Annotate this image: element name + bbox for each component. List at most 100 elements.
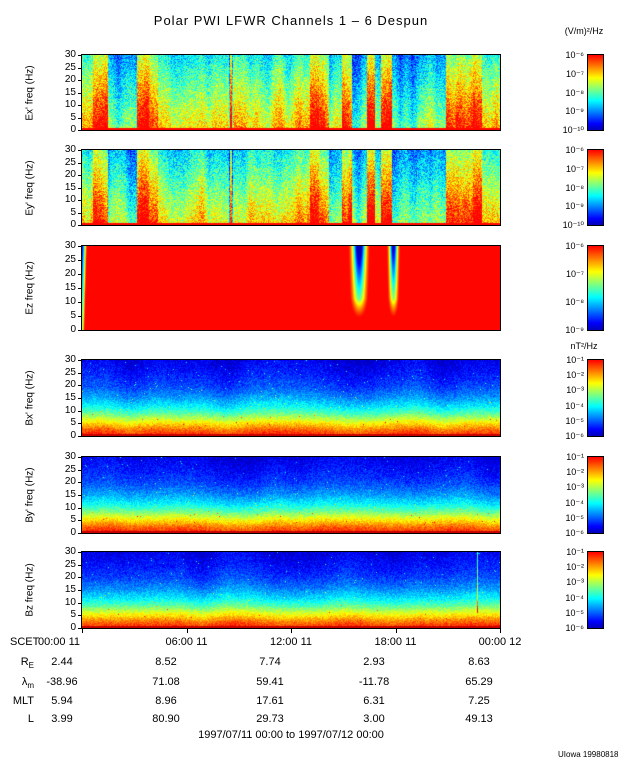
colorbar-tick-label: 10⁻¹ [566, 452, 584, 462]
freq-tick-label: 10 [64, 194, 76, 205]
colorbar-tick-label: 10⁻⁹ [565, 106, 584, 117]
colorbar-tick-label: 10⁻⁴ [565, 592, 584, 603]
bz-spectrogram-canvas [81, 551, 501, 629]
freq-tick-label: 5 [70, 514, 76, 526]
freq-tick-label: 25 [64, 366, 76, 378]
ephemeris-value: 3.99 [51, 713, 73, 725]
ephemeris-value: 8.96 [155, 695, 177, 707]
colorbar-tick-label: 10⁻³ [566, 385, 584, 396]
freq-tick-label: 10 [64, 99, 76, 110]
ephemeris-row-label-main: λ [21, 676, 28, 688]
ephemeris-value: 65.29 [465, 676, 493, 688]
by-colorbar [587, 456, 604, 534]
freq-tick-label: 5 [70, 609, 76, 621]
ephemeris-value: 2.44 [51, 656, 73, 668]
ephemeris-row-label-sub: E [28, 661, 34, 671]
ey-spectrogram-canvas [81, 149, 501, 226]
freq-tick-mark [78, 398, 82, 399]
ephemeris-value: 29.73 [256, 713, 284, 725]
freq-tick-mark [78, 92, 82, 94]
freq-tick-label: 25 [64, 463, 76, 475]
ephemeris-value: 49.13 [465, 713, 493, 725]
freq-tick-mark [78, 436, 82, 437]
freq-tick-label: 20 [64, 571, 76, 583]
freq-tick-mark [78, 246, 82, 247]
freq-tick-mark [78, 302, 82, 303]
colorbar-tick-label: 10⁻⁵ [565, 415, 585, 426]
time-tick-label: 00:00 11 [38, 636, 81, 648]
colorbar-tick-label: 10⁻¹ [566, 547, 584, 557]
freq-tick-label: 25 [64, 558, 76, 570]
ephemeris-row-label: MLT [0, 695, 34, 709]
ephemeris-value: -11.78 [358, 676, 390, 688]
freq-tick-mark [78, 385, 82, 387]
freq-tick-mark [78, 457, 82, 458]
freq-tick-mark [78, 105, 82, 106]
freq-tick-mark [78, 469, 82, 471]
freq-tick-mark [78, 520, 82, 522]
freq-tick-mark [78, 615, 82, 617]
colorbar-tick-label: 10⁻⁵ [565, 512, 585, 523]
ephemeris-value: 7.74 [259, 656, 281, 668]
freq-tick-mark [78, 330, 82, 331]
freq-tick-mark [78, 274, 82, 275]
ez-colorbar [587, 245, 604, 331]
freq-tick-label: 25 [64, 61, 76, 73]
bx-spectrogram-canvas [81, 359, 501, 437]
colorbar-tick-label: 10⁻⁶ [565, 50, 584, 60]
colorbar-tick-label: 10⁻⁷ [565, 68, 584, 79]
colorbar-tick-label: 10⁻² [566, 562, 584, 573]
freq-tick-mark [78, 212, 82, 214]
freq-tick-label: 0 [70, 324, 76, 335]
freq-tick-mark [78, 187, 82, 189]
time-tick-mark [291, 629, 292, 633]
ephemeris-row-label-main: R [20, 656, 29, 668]
freq-tick-label: 0 [70, 124, 76, 135]
freq-tick-mark [78, 628, 82, 629]
ephemeris-row-label-sub: m [27, 681, 34, 691]
freq-tick-label: 15 [64, 86, 76, 98]
colorbar-tick-label: 10⁻⁹ [565, 201, 584, 212]
time-tick-mark [186, 629, 188, 633]
ex-spectrogram-canvas [81, 54, 501, 131]
time-tick-mark [82, 629, 83, 633]
colorbar-tick-label: 10⁻⁶ [565, 241, 584, 251]
freq-tick-mark [78, 602, 82, 604]
freq-tick-label: 30 [64, 49, 76, 60]
ephemeris-row-label: L [0, 713, 34, 727]
freq-tick-mark [78, 162, 82, 164]
freq-tick-mark [78, 410, 82, 412]
freq-tick-mark [78, 175, 82, 176]
ephemeris-value: -38.96 [46, 676, 78, 688]
freq-tick-mark [78, 130, 82, 131]
bx-colorbar [587, 359, 604, 437]
colorbar-tick-label: 10⁻⁷ [565, 269, 584, 279]
freq-tick-mark [78, 150, 82, 151]
freq-tick-mark [78, 225, 82, 226]
ephemeris-row-label: λm [0, 676, 34, 690]
freq-tick-label: 5 [70, 206, 76, 218]
freq-tick-label: 20 [64, 476, 76, 488]
freq-tick-label: 15 [64, 181, 76, 193]
freq-tick-mark [78, 482, 82, 484]
freq-tick-label: 15 [64, 489, 76, 500]
freq-tick-mark [78, 507, 82, 509]
time-tick-label: 18:00 11 [374, 636, 417, 648]
ephemeris-value: 2.93 [363, 656, 385, 668]
colorbar-tick-label: 10⁻² [566, 467, 584, 478]
freq-tick-mark [78, 200, 82, 201]
scet-prefix: SCET [10, 636, 40, 648]
freq-tick-mark [78, 360, 82, 361]
ephemeris-value: 80.90 [152, 713, 180, 725]
freq-tick-label: 10 [64, 596, 76, 608]
freq-tick-label: 20 [64, 74, 76, 85]
freq-tick-label: 30 [64, 354, 76, 365]
ephemeris-value: 7.25 [468, 695, 490, 707]
freq-tick-mark [78, 117, 82, 119]
colorbar-tick-label: 10⁻⁶ [565, 145, 584, 155]
freq-tick-label: 10 [64, 501, 76, 513]
ex-colorbar [587, 54, 604, 131]
colorbar-tick-label: 10⁻⁴ [565, 497, 584, 508]
